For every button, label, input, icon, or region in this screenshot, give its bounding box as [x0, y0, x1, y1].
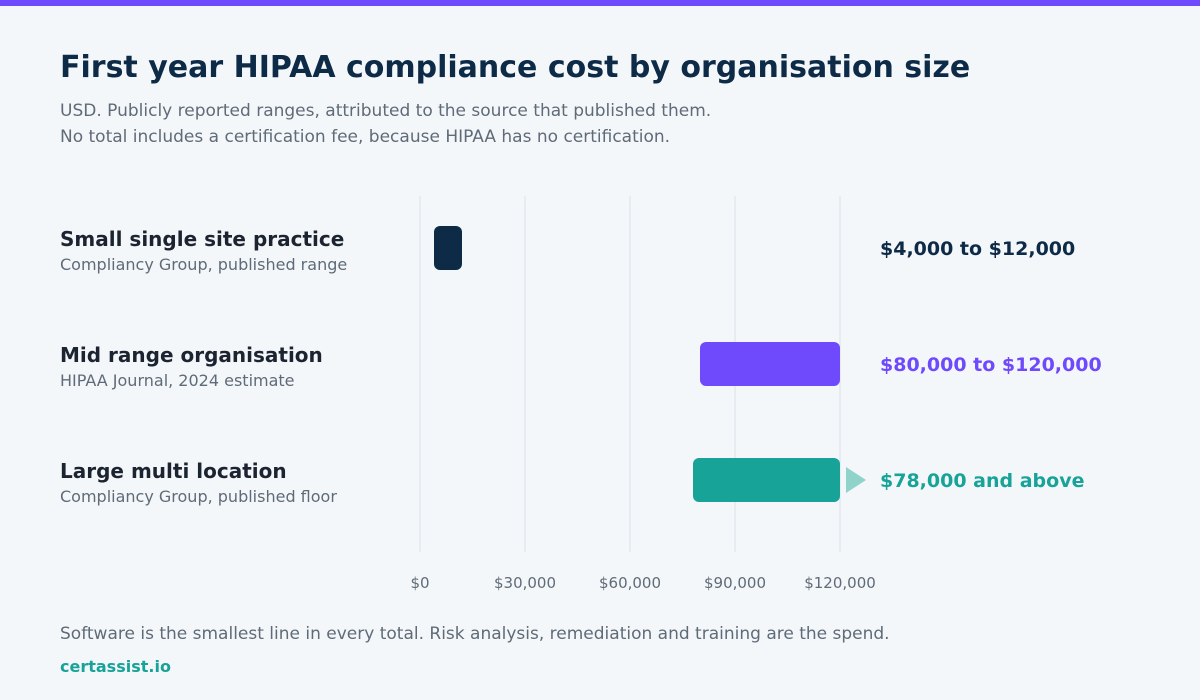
range-bar [434, 226, 462, 270]
row-source-label: Compliancy Group, published range [60, 255, 347, 274]
x-tick-label: $30,000 [494, 574, 556, 592]
chart-title: First year HIPAA compliance cost by orga… [60, 50, 971, 85]
row-label: Small single site practice [60, 227, 344, 251]
footnote: Software is the smallest line in every t… [60, 624, 890, 644]
row-label: Large multi location [60, 459, 287, 483]
chart-subtitle-line-1: USD. Publicly reported ranges, attribute… [60, 101, 712, 121]
x-tick-label: $60,000 [599, 574, 661, 592]
range-bar [700, 342, 840, 386]
x-tick-label: $90,000 [704, 574, 766, 592]
x-tick-label: $120,000 [804, 574, 876, 592]
x-tick-label: $0 [410, 574, 429, 592]
row-source-label: HIPAA Journal, 2024 estimate [60, 371, 295, 390]
row-source-label: Compliancy Group, published floor [60, 487, 337, 506]
chart-subtitle-line-2: No total includes a certification fee, b… [60, 127, 671, 147]
row-label: Mid range organisation [60, 343, 323, 367]
brand-link[interactable]: certassist.io [60, 657, 171, 676]
accent-top-bar [0, 0, 1200, 6]
range-bar [693, 458, 840, 502]
row-value-label: $80,000 to $120,000 [880, 354, 1102, 376]
open-ended-arrow-icon [846, 467, 866, 493]
row-value-label: $78,000 and above [880, 470, 1084, 492]
row-value-label: $4,000 to $12,000 [880, 238, 1075, 260]
